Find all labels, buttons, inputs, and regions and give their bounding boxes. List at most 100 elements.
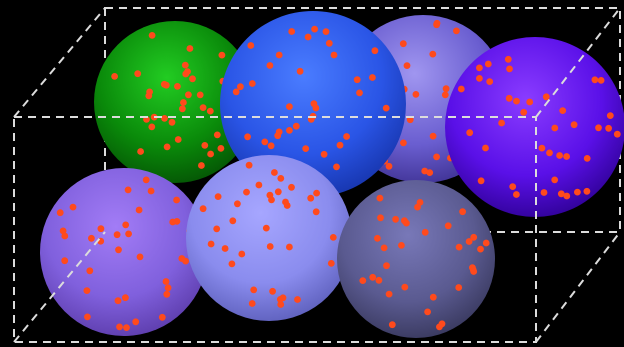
particle-dot bbox=[221, 245, 229, 252]
particle-dot bbox=[158, 313, 166, 321]
particle-dot bbox=[312, 208, 320, 216]
particle-dot bbox=[114, 297, 122, 305]
particle-dot bbox=[459, 208, 466, 216]
particle-dot bbox=[189, 75, 196, 83]
particle-dot bbox=[302, 145, 310, 153]
particle-dot bbox=[250, 286, 258, 294]
particle-dot bbox=[476, 64, 483, 72]
particle-dot bbox=[506, 65, 513, 73]
particle-dot bbox=[248, 300, 256, 307]
particle-dot bbox=[613, 130, 621, 138]
particle-dot bbox=[520, 108, 528, 116]
particle-dot bbox=[266, 62, 274, 69]
particle-dot bbox=[322, 28, 330, 35]
particle-dot bbox=[88, 234, 95, 242]
particle-dot bbox=[498, 119, 505, 127]
box-front-edges bbox=[13, 7, 621, 343]
particle-dot bbox=[277, 301, 285, 308]
particle-dot bbox=[583, 187, 591, 195]
particle-dot bbox=[392, 215, 399, 223]
particle-dot bbox=[442, 85, 450, 93]
particle-dot bbox=[267, 142, 275, 150]
particle-dot bbox=[243, 188, 250, 196]
particle-dot bbox=[444, 222, 452, 230]
particle-dot bbox=[294, 296, 301, 303]
particle-dot bbox=[115, 246, 122, 254]
particle-dot bbox=[551, 124, 559, 132]
particle-dot bbox=[292, 122, 300, 130]
particle-dot bbox=[116, 323, 123, 331]
particle-dot bbox=[207, 240, 215, 248]
particle-dot bbox=[282, 198, 289, 206]
particle-dot bbox=[122, 294, 129, 302]
particle-dot bbox=[255, 181, 263, 189]
particle-dot bbox=[484, 60, 492, 68]
particle-dot bbox=[551, 176, 559, 184]
particle-dot bbox=[436, 323, 443, 331]
particle-dot bbox=[229, 217, 237, 225]
particle-dot bbox=[111, 73, 118, 80]
particle-dot bbox=[563, 153, 570, 160]
particle-dot bbox=[469, 266, 477, 274]
particle-dot bbox=[466, 129, 474, 137]
particle-dot bbox=[56, 209, 64, 217]
particle-dot bbox=[268, 196, 275, 204]
particle-dot bbox=[513, 97, 520, 105]
sphere-slate bbox=[337, 180, 495, 338]
particle-dot bbox=[455, 284, 463, 291]
particle-dot bbox=[123, 324, 130, 331]
particle-dot bbox=[59, 227, 67, 235]
particle-dot bbox=[271, 169, 278, 176]
particle-dot bbox=[570, 121, 578, 129]
particle-dot bbox=[266, 243, 274, 250]
particle-dot bbox=[526, 98, 534, 106]
particle-dot bbox=[455, 243, 463, 251]
particle-dot bbox=[426, 169, 434, 177]
particle-dot bbox=[275, 51, 283, 59]
particle-dot bbox=[286, 103, 293, 110]
particle-dot bbox=[330, 51, 338, 59]
sphere-body bbox=[186, 155, 352, 321]
particle-dot bbox=[433, 153, 440, 161]
particle-dot bbox=[336, 141, 344, 149]
particle-dot bbox=[343, 133, 350, 140]
particle-dot bbox=[276, 296, 284, 303]
particle-dot bbox=[470, 233, 478, 241]
particle-dot bbox=[201, 142, 209, 149]
particle-dot bbox=[412, 91, 420, 98]
sphere-blue bbox=[220, 11, 406, 197]
particle-dot bbox=[369, 273, 377, 281]
particle-dot bbox=[538, 144, 546, 152]
particle-dot bbox=[207, 150, 215, 158]
particle-dot bbox=[84, 313, 91, 321]
particle-dot bbox=[486, 78, 494, 85]
particle-dot bbox=[238, 250, 246, 258]
particle-dot bbox=[477, 245, 484, 253]
particle-dot bbox=[248, 80, 256, 87]
particle-dot bbox=[583, 155, 591, 162]
particle-dot bbox=[137, 148, 145, 155]
particle-dot bbox=[559, 107, 567, 114]
particle-dot bbox=[513, 191, 520, 198]
particle-dot bbox=[113, 231, 121, 239]
particle-dot bbox=[325, 39, 333, 47]
particle-dot bbox=[162, 81, 170, 89]
particle-dot bbox=[288, 183, 295, 191]
particle-dot bbox=[277, 175, 285, 182]
particle-dot bbox=[311, 25, 318, 33]
particle-dot bbox=[161, 115, 168, 122]
particle-dot bbox=[199, 104, 207, 111]
particle-dot bbox=[148, 32, 156, 39]
particle-dot bbox=[247, 42, 255, 49]
particle-dot bbox=[288, 28, 296, 35]
sphere-body bbox=[94, 21, 256, 183]
particle-dot bbox=[122, 221, 130, 229]
particle-dot bbox=[147, 187, 155, 195]
particle-dot bbox=[69, 203, 77, 211]
particle-dot bbox=[304, 33, 312, 41]
particle-dot bbox=[482, 239, 490, 247]
particle-dot bbox=[606, 112, 614, 119]
particle-dot bbox=[477, 177, 485, 185]
particle-dot bbox=[163, 290, 171, 298]
particle-dot bbox=[132, 318, 140, 326]
